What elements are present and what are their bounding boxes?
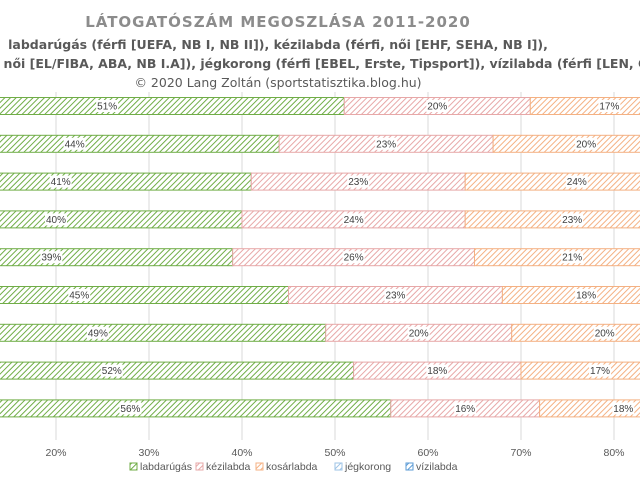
bar-segment-labdarúgás — [0, 286, 289, 304]
bar-segment-kosárlabda — [492, 134, 640, 153]
x-tick-label: 60% — [417, 447, 438, 459]
bar-segment-labdarúgás — [0, 134, 280, 153]
legend-label: jégkorong — [344, 461, 391, 473]
data-label-bg — [565, 175, 588, 188]
data-label-bg — [384, 289, 407, 301]
bar-segment-labdarúgás — [0, 248, 234, 267]
data-label: 20% — [409, 328, 429, 339]
data-label-bg — [100, 364, 123, 377]
legend-swatch — [255, 462, 264, 471]
legend-label: kosárlabda — [266, 461, 318, 473]
data-label: 51% — [97, 102, 117, 113]
data-label: 44% — [65, 139, 85, 150]
data-label-bg — [49, 175, 72, 188]
data-label-bg — [96, 100, 119, 112]
data-label-bg — [575, 289, 598, 301]
x-tick-label: 80% — [603, 447, 624, 459]
legend-swatch — [405, 462, 414, 471]
x-tick-label: 20% — [45, 447, 66, 459]
data-label: 18% — [613, 404, 633, 415]
data-label: 45% — [69, 291, 89, 302]
data-label-bg — [347, 175, 370, 188]
data-label-bg — [45, 213, 67, 226]
x-tick-label: 40% — [231, 447, 252, 459]
data-label: 23% — [385, 291, 405, 302]
bar-segment-labdarúgás — [0, 323, 327, 342]
data-label-bg — [342, 213, 365, 226]
data-label-bg — [119, 402, 142, 415]
data-label-bg — [407, 326, 430, 339]
data-label-bg — [575, 137, 598, 150]
x-tick-label: 50% — [324, 447, 345, 459]
x-tick-label: 70% — [510, 447, 531, 459]
legend-swatch — [195, 462, 204, 471]
data-label: 23% — [376, 139, 396, 150]
legend-label: kézilabda — [206, 461, 251, 473]
data-label: 41% — [51, 177, 71, 188]
data-label: 52% — [102, 366, 122, 377]
x-axis: 20% 30% 40% 50% 60% 70% 80% — [45, 447, 624, 459]
data-labels: 51% 20% 17% 44% 23% 20% 41% 23% 24% 40% 24% 23% 39% 2… — [40, 100, 635, 415]
data-label: 49% — [88, 328, 108, 339]
data-label-bg — [68, 289, 91, 301]
bar-segment-kosárlabda — [501, 286, 640, 304]
bars — [0, 97, 640, 418]
data-label: 17% — [599, 102, 619, 113]
data-label-bg — [86, 326, 109, 339]
legend-label: labdarúgás — [140, 461, 192, 473]
data-label-bg — [589, 364, 612, 377]
data-label: 20% — [595, 328, 615, 339]
data-label: 23% — [348, 177, 368, 188]
data-label-bg — [598, 100, 621, 112]
bar-segment-labdarúgás — [0, 399, 392, 418]
data-label: 16% — [455, 404, 475, 415]
data-label-bg — [63, 137, 86, 150]
data-label-bg — [40, 251, 63, 264]
data-label-bg — [454, 402, 477, 415]
legend-label: vízilabda — [416, 461, 458, 473]
data-label: 40% — [46, 215, 66, 226]
data-label: 20% — [427, 102, 447, 113]
data-label: 18% — [427, 366, 447, 377]
bar-segment-labdarúgás — [0, 361, 355, 380]
data-label-bg — [426, 364, 449, 377]
x-tick-label: 30% — [138, 447, 159, 459]
data-label-bg — [593, 326, 616, 339]
data-label: 56% — [120, 404, 140, 415]
data-label: 17% — [590, 366, 610, 377]
bar-segment-labdarúgás — [0, 97, 345, 115]
data-label: 24% — [344, 215, 364, 226]
chart-subtitle-line-1: labdarúgás (férfi [UEFA, NB I, NB II]), … — [8, 37, 548, 52]
data-label: 39% — [41, 253, 61, 264]
bar-segment-kosárlabda — [529, 97, 640, 115]
bar-segment-kosárlabda — [511, 323, 640, 342]
data-label: 24% — [567, 177, 587, 188]
legend-swatch — [129, 462, 138, 471]
chart-copyright: © 2020 Lang Zoltán (sportstatisztika.blo… — [134, 75, 421, 90]
data-label: 26% — [344, 253, 364, 264]
bar-segment-labdarúgás — [0, 210, 243, 229]
data-label-bg — [612, 402, 635, 415]
data-label: 18% — [576, 291, 596, 302]
bar-segment-kosárlabda — [474, 248, 640, 267]
data-label: 23% — [562, 215, 582, 226]
data-label-bg — [561, 251, 584, 264]
bar-segment-kosárlabda — [520, 361, 640, 380]
chart-title: LÁTOGATÓSZÁM MEGOSZLÁSA 2011-2020 — [85, 12, 471, 31]
data-label: 20% — [576, 139, 596, 150]
legend: labdarúgás kézilabda kosárlabda jégkorong ví… — [129, 461, 458, 473]
legend-swatch — [334, 462, 343, 471]
bar-segment-kosárlabda — [464, 210, 640, 229]
data-label-bg — [426, 100, 449, 112]
bar-segment-labdarúgás — [0, 172, 252, 191]
data-label-bg — [342, 251, 365, 264]
data-label-bg — [561, 213, 584, 226]
bar-segment-kosárlabda — [464, 172, 640, 191]
chart-subtitle-line-2: kosárlabda (férfi, női [EL/FIBA, ABA, NB… — [0, 56, 640, 71]
data-label-bg — [375, 137, 398, 150]
data-label: 21% — [562, 253, 582, 264]
